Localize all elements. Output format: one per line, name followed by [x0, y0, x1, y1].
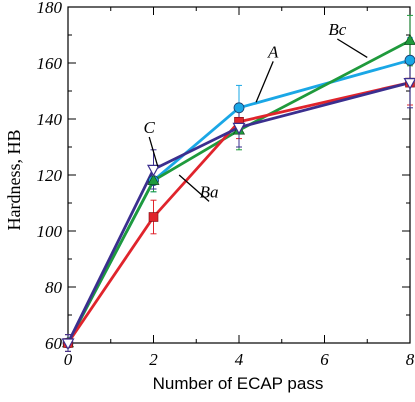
x-axis-label: Number of ECAP pass [153, 374, 324, 393]
marker-c [403, 77, 415, 90]
x-tick-label: 0 [64, 350, 73, 369]
series-line-ba [66, 81, 411, 344]
marker-c [61, 338, 75, 351]
annotation-leader [148, 136, 159, 167]
plot-border [67, 6, 411, 344]
marker-bc [147, 173, 160, 185]
series-line-c [66, 81, 411, 344]
marker-a [404, 54, 415, 66]
marker-ba [148, 212, 159, 222]
series-lines [66, 39, 411, 344]
marker-c [146, 164, 161, 177]
annotation-leader [336, 38, 368, 58]
series-markers [61, 33, 415, 351]
annotation-leader [255, 61, 274, 103]
y-tick-label: 160 [37, 54, 63, 73]
plot-frame [67, 6, 411, 344]
marker-a [233, 102, 245, 114]
tick-labels: 0 2 4 6 8 60 80 100 120 140 160 180 [37, 0, 415, 369]
y-tick-label: 60 [45, 334, 63, 353]
y-axis-label: Hardness, HB [4, 130, 24, 231]
x-tick-label: 8 [406, 350, 415, 369]
y-tick-label: 180 [37, 0, 63, 17]
annotation-label-c: C [144, 118, 156, 137]
x-tick-label: 4 [235, 350, 244, 369]
marker-c [232, 122, 246, 135]
y-tick-label: 100 [37, 222, 63, 241]
axis-ticks [67, 6, 411, 344]
x-tick-label: 2 [149, 350, 158, 369]
y-tick-label: 80 [45, 278, 63, 297]
annotation-label-bc: Bc [328, 20, 346, 39]
x-tick-label: 6 [320, 350, 329, 369]
series-line-bc [66, 39, 411, 344]
annotation-label-ba: Ba [200, 182, 219, 201]
annotation-leader [178, 174, 210, 202]
y-tick-label: 140 [37, 110, 63, 129]
y-tick-label: 120 [37, 166, 63, 185]
marker-bc [403, 33, 415, 45]
annotations: A Bc Ba C [144, 20, 368, 202]
annotation-label-a: A [267, 42, 279, 61]
